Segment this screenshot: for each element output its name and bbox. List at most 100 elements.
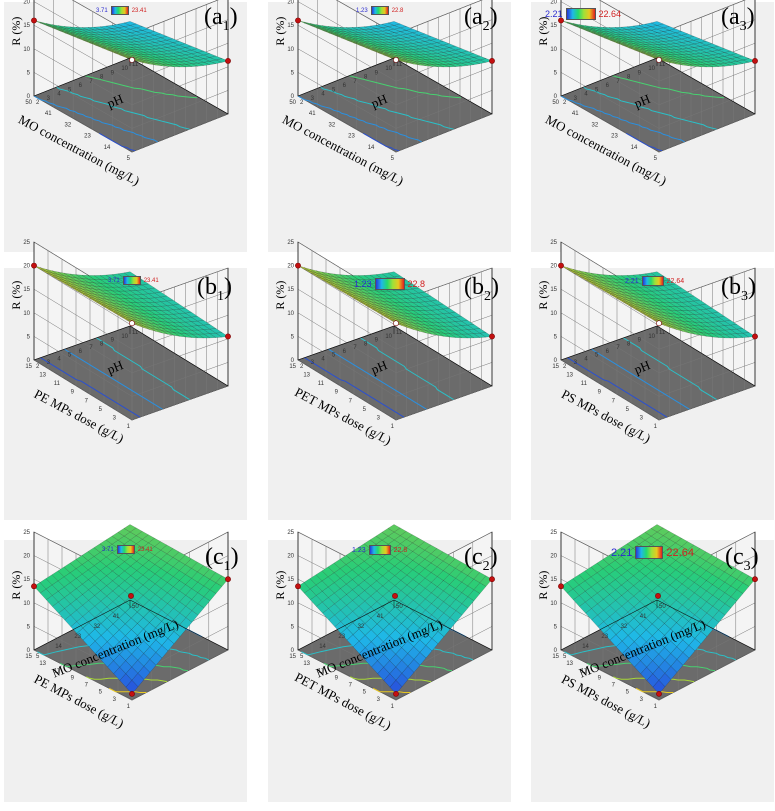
z-tick-label: 15 <box>550 577 557 583</box>
x-tick-label: 41 <box>113 614 120 620</box>
x-tick-label: 3 <box>47 360 51 366</box>
response-surface <box>560 20 756 68</box>
x-tick-label: 10 <box>121 66 128 72</box>
x-ticks: 5 14 23 32 41 50 <box>563 604 666 660</box>
y-tick-label: 15 <box>25 654 32 660</box>
design-point <box>31 583 37 590</box>
panel-c1: 0 5 10 15 20 25 R (%) 5 14 23 32 41 50 1 3 5 7 9 11 13 15 MO … <box>4 524 247 802</box>
x-tick-label: 11 <box>659 330 666 336</box>
x-tick-label: 5 <box>595 87 599 93</box>
y-tick-label: 5 <box>626 407 630 413</box>
y-tick-label: 7 <box>612 683 616 689</box>
design-point <box>393 57 399 63</box>
z-axis-label: R (%) <box>273 281 287 310</box>
panel-b3: 0 5 10 15 20 25 R (%) 2 3 4 5 6 7 8 9 10 11 1 3 5 7 9 11 13 15 pH… <box>531 240 774 520</box>
x-tick-label: 9 <box>638 338 642 344</box>
legend-min: 2.21 <box>625 277 639 285</box>
design-point <box>489 58 495 64</box>
z-tick-label: 5 <box>27 334 31 340</box>
y-tick-label: 23 <box>84 134 91 140</box>
y-ticks: 5 14 23 32 41 50 <box>25 100 130 162</box>
panel-label-b1: (b1) <box>197 274 232 304</box>
legend-a3: 2.21 22.64 <box>545 8 621 20</box>
x-tick-label: 4 <box>584 92 588 98</box>
z-tick-label: 0 <box>554 648 558 654</box>
y-tick-label: 3 <box>377 415 381 421</box>
z-tick-label: 5 <box>27 624 31 630</box>
x-tick-label: 5 <box>595 353 599 359</box>
x-tick-label: 23 <box>601 634 608 640</box>
x-tick-label: 4 <box>57 356 61 362</box>
x-tick-label: 7 <box>353 79 357 85</box>
response-surface <box>297 20 493 68</box>
x-tick-label: 10 <box>385 66 392 72</box>
y-tick-label: 5 <box>391 156 395 162</box>
y-tick-label: 41 <box>45 111 52 117</box>
legend-min: 1.23 <box>354 279 372 289</box>
x-ticks: 2 34 5 67 8 9 10 11 <box>300 62 403 106</box>
z-tick-label: 20 <box>23 0 30 6</box>
z-tick-label: 20 <box>23 264 30 270</box>
legend-b3: 2.21 22.64 <box>625 276 684 286</box>
design-point <box>393 690 399 697</box>
y-tick-label: 5 <box>127 156 131 162</box>
z-tick-label: 0 <box>291 358 295 364</box>
z-tick-label: 10 <box>550 311 557 317</box>
box-edges <box>297 242 493 387</box>
x-ticks: 2 34 5 67 8 9 10 11 <box>36 330 139 370</box>
x-tick-label: 10 <box>121 334 128 340</box>
x-tick-label: 10 <box>385 334 392 340</box>
x-tick-label: 32 <box>621 624 628 630</box>
legend-min: 2.21 <box>545 9 563 19</box>
y-tick-label: 7 <box>85 683 89 689</box>
x-tick-label: 3 <box>574 360 578 366</box>
z-tick-label: 5 <box>554 624 558 630</box>
legend-min: 1.23 <box>352 546 366 554</box>
box-edges <box>33 532 229 651</box>
legend-min: 3.71 <box>96 7 108 14</box>
design-points <box>31 576 231 697</box>
panel-label-a1: (a1) <box>204 4 238 34</box>
legend-c2: 1.23 22.8 <box>352 545 407 555</box>
box-edges <box>33 242 229 387</box>
x-tick-label: 3 <box>311 96 315 102</box>
z-tick-label: 10 <box>23 311 30 317</box>
x-tick-label: 6 <box>79 349 83 355</box>
x-tick-label: 10 <box>648 334 655 340</box>
x-tick-label: 41 <box>640 614 647 620</box>
x-tick-label: 6 <box>606 83 610 89</box>
design-point <box>489 333 495 340</box>
legend-max: 22.64 <box>666 277 685 285</box>
design-point <box>225 576 231 583</box>
y-tick-label: 1 <box>654 704 658 710</box>
y-tick-label: 11 <box>318 381 325 387</box>
design-points <box>295 576 495 697</box>
response-surface <box>560 524 756 695</box>
design-points <box>558 17 758 64</box>
response-surface <box>33 20 229 68</box>
design-points <box>31 262 231 340</box>
x-tick-label: 9 <box>111 338 115 344</box>
z-tick-label: 0 <box>554 358 558 364</box>
z-ticks: 0 5 10 15 20 25 <box>23 530 30 654</box>
design-points <box>295 17 495 64</box>
floor-contours <box>297 75 462 152</box>
x-tick-label: 11 <box>132 330 139 336</box>
y-tick-label: 41 <box>309 111 316 117</box>
z-tick-label: 15 <box>550 287 557 293</box>
y-tick-label: 15 <box>552 364 559 370</box>
y-tick-label: 50 <box>552 100 559 106</box>
x-tick-label: 5 <box>68 353 72 359</box>
y-tick-label: 13 <box>303 373 310 379</box>
design-point <box>129 320 135 327</box>
floor-contours <box>40 337 190 418</box>
x-tick-label: 6 <box>343 83 347 89</box>
z-tick-label: 25 <box>287 240 294 246</box>
z-tick-label: 15 <box>287 23 294 29</box>
